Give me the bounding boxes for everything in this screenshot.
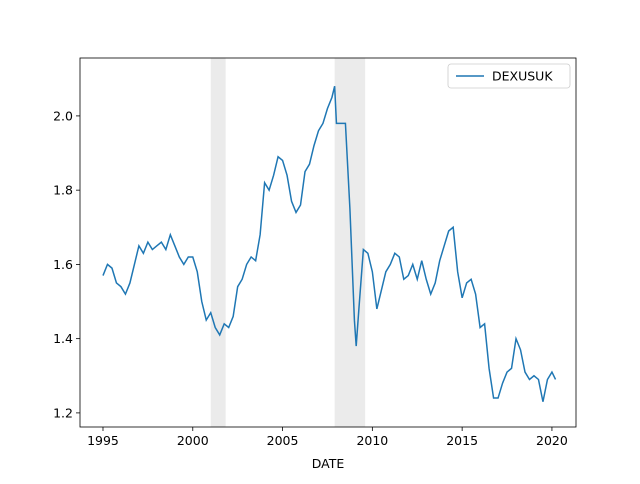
shaded-region bbox=[210, 58, 226, 427]
y-tick-label: 1.4 bbox=[53, 331, 73, 346]
y-tick-label: 1.8 bbox=[53, 183, 73, 198]
x-tick-label: 2005 bbox=[267, 433, 299, 448]
legend-label: DEXUSUK bbox=[492, 69, 553, 84]
x-tick-label: 2020 bbox=[536, 433, 568, 448]
x-tick-label: 2015 bbox=[446, 433, 478, 448]
plot-frame bbox=[79, 57, 577, 428]
x-axis-label: DATE bbox=[312, 456, 345, 471]
y-tick-label: 2.0 bbox=[53, 108, 73, 123]
shaded-region bbox=[334, 58, 366, 427]
legend-box bbox=[447, 63, 571, 89]
x-tick-label: 2000 bbox=[177, 433, 209, 448]
x-tick-label: 2010 bbox=[356, 433, 388, 448]
y-tick-label: 1.6 bbox=[53, 257, 73, 272]
x-tick-label: 1995 bbox=[87, 433, 119, 448]
data-line bbox=[102, 86, 557, 402]
y-tick-label: 1.2 bbox=[53, 405, 73, 420]
